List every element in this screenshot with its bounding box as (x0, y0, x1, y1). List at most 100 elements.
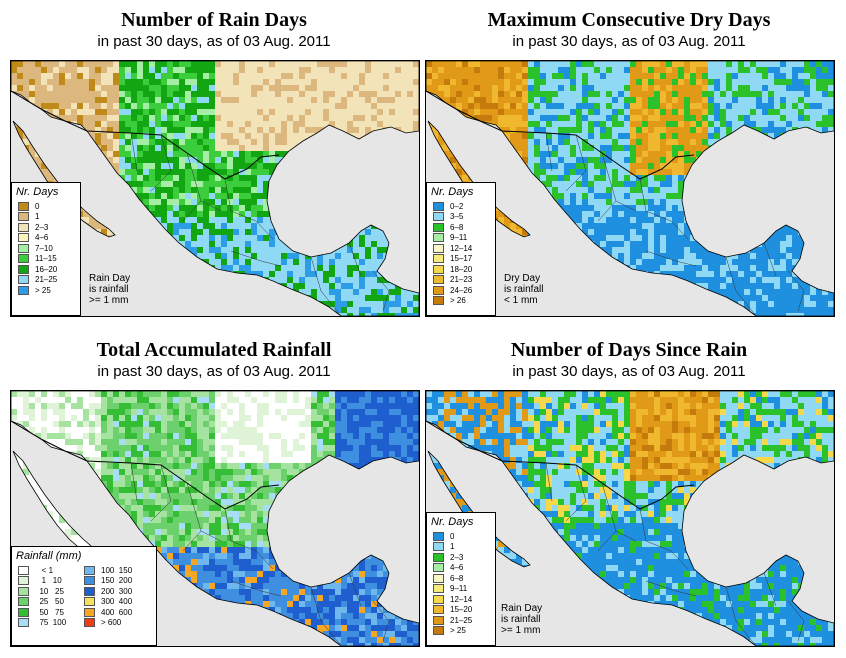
legend-item: 15–20 (427, 605, 495, 616)
legend-item: 4–6 (12, 233, 80, 244)
coastline (426, 61, 834, 316)
state-border (182, 530, 202, 552)
note-line: is rainfall (89, 284, 129, 295)
legend-swatch (433, 233, 444, 243)
legend-swatch (433, 296, 444, 306)
note-line: Dry Day (504, 273, 541, 284)
legend-item: 11–15 (12, 254, 80, 265)
state-border (150, 134, 172, 192)
legend-swatch (84, 618, 95, 628)
legend-label: 25 50 (35, 597, 64, 607)
legend-swatch (433, 264, 444, 274)
note-line: >= 1 mm (501, 625, 541, 636)
legend-swatch (84, 597, 95, 607)
legend-item: 24–26 (427, 285, 495, 296)
legend-item: 0 (12, 201, 80, 212)
legend-item: 21–25 (12, 275, 80, 286)
state-border (670, 220, 689, 240)
international-border (426, 90, 695, 180)
state-border (787, 270, 805, 312)
legend-swatch (18, 586, 29, 596)
note-line: Rain Day (501, 603, 543, 614)
legend-label: 4–6 (450, 563, 464, 573)
legend-label: 12–14 (450, 243, 473, 253)
state-border (372, 600, 390, 642)
legend-label: 50 75 (35, 607, 64, 617)
state-border (310, 586, 342, 646)
legend-label: 6–8 (450, 222, 464, 232)
panel-max-dry-days: Maximum Consecutive Dry Days in past 30 … (423, 6, 835, 326)
legend-swatch (18, 285, 29, 295)
legend-swatch (433, 212, 444, 222)
state-border (348, 572, 362, 607)
legend-label: 75 100 (35, 618, 67, 628)
panel-subtitle: in past 30 days, as of 03 Aug. 2011 (512, 33, 746, 50)
definition-note: Dry Day is rainfall < 1 mm (504, 273, 543, 306)
legend-swatch (18, 618, 29, 628)
legend-label: 9–11 (450, 233, 468, 243)
legend-label: 200 300 (101, 586, 133, 596)
legend-title: Rainfall (mm) (16, 550, 82, 562)
legend-swatch (18, 233, 29, 243)
legend-label: 16–20 (35, 264, 58, 274)
legend-swatch (433, 254, 444, 264)
legend-swatch (84, 576, 95, 586)
legend-swatch (18, 254, 29, 264)
state-border (725, 256, 757, 316)
legend-label: 2–3 (35, 222, 49, 232)
legend-item: 9–11 (427, 584, 495, 595)
legend-swatch (18, 565, 29, 575)
international-border (11, 90, 280, 180)
state-border (645, 250, 697, 267)
legend-item: 12–14 (427, 243, 495, 254)
legend-swatch (433, 626, 444, 636)
legend-label: > 25 (450, 626, 466, 636)
panel-title: Maximum Consecutive Dry Days (487, 9, 771, 31)
legend-swatch (18, 275, 29, 285)
legend-label: 21–25 (35, 275, 58, 285)
legend-swatch (84, 565, 95, 575)
legend-swatch (433, 605, 444, 615)
legend-label: 1 (450, 542, 455, 552)
legend-item: 9–11 (427, 233, 495, 244)
legend-swatch (18, 212, 29, 222)
legend-swatch (84, 607, 95, 617)
legend-label: 0–2 (450, 201, 464, 211)
state-border (545, 132, 553, 172)
legend-label: 1 (35, 212, 40, 222)
legend-swatch (433, 615, 444, 625)
legend-item: 50 75 (16, 607, 78, 618)
panel-title: Number of Days Since Rain (510, 339, 748, 361)
legend-label: > 26 (450, 296, 466, 306)
legend-item: 1 10 (16, 576, 78, 587)
legend-swatch (433, 573, 444, 583)
legend-label: 10 25 (35, 586, 64, 596)
legend-item: 200 300 (82, 586, 148, 597)
coastline (11, 61, 419, 316)
legend: Nr. Days 0 1 2–3 4–6 7–10 11–15 16–20 21–25 > 25 (11, 182, 81, 316)
legend-item: 1 (12, 212, 80, 223)
legend-item: 21–25 (427, 615, 495, 626)
map-days-since-rain: Nr. Days 0 1 2–3 4–6 6–8 9–11 12–14 15–20 21–25 >… (425, 390, 835, 647)
state-border (639, 178, 672, 222)
note-line: Rain Day (89, 273, 131, 284)
definition-note: Rain Day is rainfall >= 1 mm (501, 603, 542, 636)
panel-subtitle: in past 30 days, as of 03 Aug. 2011 (97, 363, 331, 380)
legend-item: 2–3 (427, 552, 495, 563)
legend-label: 12–14 (450, 594, 473, 604)
legend-label: 9–11 (450, 584, 468, 594)
legend-title: Nr. Days (431, 516, 474, 528)
legend-label: > 25 (35, 285, 51, 295)
legend-label: 24–26 (450, 285, 473, 295)
legend-item: 150 200 (82, 576, 148, 587)
panel-rain-days: Number of Rain Days in past 30 days, as … (8, 6, 420, 326)
legend-item: 6–8 (427, 222, 495, 233)
legend-swatch (433, 201, 444, 211)
international-border (11, 420, 280, 510)
state-border (639, 508, 672, 552)
state-border (763, 242, 777, 277)
legend-label: 15–17 (450, 254, 473, 264)
coastline (426, 391, 834, 646)
state-border (565, 134, 587, 192)
state-border (348, 242, 362, 277)
